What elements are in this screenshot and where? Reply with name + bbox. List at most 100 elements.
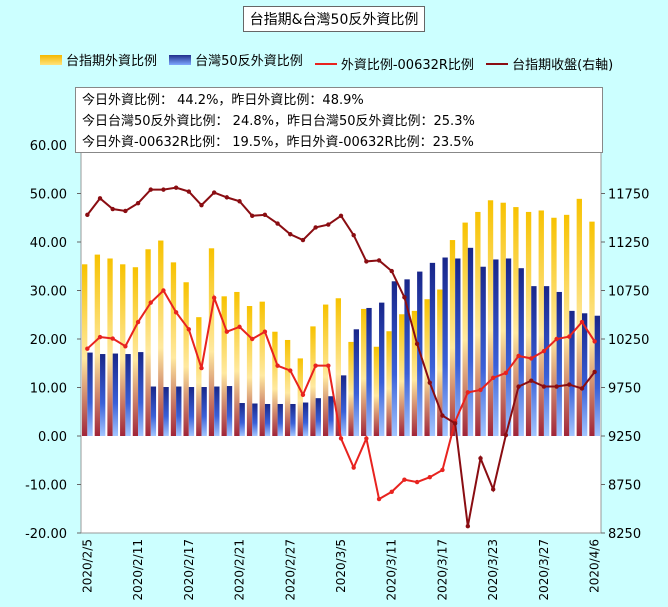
- legend-label-1: 台灣50反外資比例: [195, 54, 303, 69]
- bar-foreign-ratio: [158, 240, 164, 436]
- bar-foreign-ratio: [259, 301, 265, 436]
- bar-foreign-ratio: [208, 248, 215, 436]
- point-foreign-minus-00632r: [351, 465, 356, 470]
- bar-tw50-inverse-ratio: [100, 354, 106, 436]
- point-index-close: [110, 206, 115, 212]
- point-foreign-minus-00632r: [402, 477, 407, 482]
- bar-tw50-inverse-ratio: [87, 352, 93, 436]
- info-box: 今日外資比例： 44.2%，昨日外資比例：48.9% 今日台灣50反外資比例： …: [75, 87, 603, 153]
- bar-foreign-ratio: [107, 258, 113, 436]
- point-foreign-minus-00632r: [300, 392, 306, 397]
- bar-tw50-inverse-ratio: [264, 403, 271, 436]
- point-foreign-minus-00632r: [211, 295, 217, 300]
- bar-tw50-inverse-ratio: [188, 387, 195, 436]
- point-foreign-minus-00632r: [490, 375, 496, 380]
- legend-label-2: 外資比例-00632R比例: [340, 58, 474, 73]
- bar-tw50-inverse-ratio: [429, 262, 436, 436]
- bar-tw50-inverse-ratio: [252, 403, 258, 436]
- point-index-close: [529, 378, 534, 383]
- info-line-0: 今日外資比例： 44.2%，昨日外資比例：48.9%: [82, 93, 364, 108]
- x-tick-label: 2020/4/6: [588, 539, 602, 593]
- point-index-close: [389, 268, 394, 274]
- bar-tw50-inverse-ratio: [467, 247, 474, 436]
- point-foreign-minus-00632r: [592, 339, 597, 344]
- point-foreign-minus-00632r: [414, 479, 420, 485]
- bar-foreign-ratio: [513, 207, 519, 436]
- point-index-close: [465, 524, 471, 529]
- point-foreign-minus-00632r: [326, 363, 331, 368]
- point-foreign-minus-00632r: [85, 346, 90, 351]
- x-tick-label: 2020/2/17: [182, 539, 196, 601]
- bar-foreign-ratio: [94, 254, 101, 436]
- point-foreign-minus-00632r: [161, 288, 166, 293]
- bar-foreign-ratio: [361, 308, 367, 436]
- bar-foreign-ratio: [170, 262, 177, 436]
- bar-tw50-inverse-ratio: [290, 403, 296, 436]
- bar-foreign-ratio: [221, 296, 227, 436]
- bar-foreign-ratio: [310, 326, 316, 436]
- point-index-close: [300, 237, 306, 243]
- x-tick-label: 2020/2/11: [131, 539, 145, 601]
- point-foreign-minus-00632r: [567, 334, 572, 339]
- bar-tw50-inverse-ratio: [125, 354, 131, 436]
- point-index-close: [135, 201, 141, 206]
- left-tick-label: 50.00: [30, 188, 67, 203]
- point-index-close: [313, 225, 318, 230]
- point-foreign-minus-00632r: [135, 319, 141, 325]
- bar-tw50-inverse-ratio: [493, 259, 499, 436]
- point-index-close: [592, 369, 597, 375]
- point-index-close: [452, 421, 458, 426]
- axes-group: 60.00 50.00 40.00 30.00 20.00 10.00 0.00 -10.00…: [25, 139, 649, 601]
- point-index-close: [503, 432, 509, 438]
- bar-foreign-ratio: [297, 358, 303, 436]
- bar-tw50-inverse-ratio: [543, 286, 550, 436]
- bar-tw50-inverse-ratio: [150, 386, 157, 436]
- point-foreign-minus-00632r: [554, 336, 559, 342]
- bar-tw50-inverse-ratio: [341, 375, 347, 436]
- point-index-close: [97, 196, 103, 201]
- point-index-close: [351, 233, 356, 238]
- point-foreign-minus-00632r: [313, 363, 318, 368]
- bar-foreign-ratio: [424, 299, 430, 436]
- point-index-close: [554, 384, 559, 389]
- point-foreign-minus-00632r: [186, 327, 192, 332]
- bar-foreign-ratio: [322, 304, 329, 436]
- bar-tw50-inverse-ratio: [163, 387, 169, 436]
- point-index-close: [211, 190, 217, 195]
- point-index-close: [250, 213, 255, 219]
- point-foreign-minus-00632r: [389, 489, 394, 494]
- bars-group: [82, 198, 600, 436]
- point-index-close: [173, 185, 179, 190]
- point-index-close: [490, 487, 496, 492]
- bar-tw50-inverse-ratio: [556, 291, 562, 436]
- bar-tw50-inverse-ratio: [404, 279, 410, 436]
- bar-foreign-ratio: [335, 298, 341, 436]
- point-index-close: [579, 386, 585, 391]
- point-foreign-minus-00632r: [123, 344, 128, 349]
- point-foreign-minus-00632r: [478, 387, 483, 393]
- legend: 台指期外資比例 台灣50反外資比例 外資比例-00632R比例 台指期收盤(右軸…: [40, 50, 621, 73]
- left-tick-label: 0.00: [38, 430, 67, 445]
- point-index-close: [199, 202, 204, 208]
- bar-tw50-inverse-ratio: [176, 386, 182, 436]
- bar-tw50-inverse-ratio: [531, 286, 537, 436]
- point-foreign-minus-00632r: [199, 365, 204, 371]
- point-foreign-minus-00632r: [516, 353, 521, 359]
- point-foreign-minus-00632r: [288, 368, 293, 373]
- x-tick-label: 2020/2/27: [283, 539, 297, 601]
- right-tick-label: 10250: [608, 333, 649, 348]
- x-tick-label: 2020/3/27: [537, 539, 551, 601]
- left-tick-label: -10.00: [25, 479, 67, 494]
- point-index-close: [516, 384, 521, 389]
- point-foreign-minus-00632r: [465, 390, 471, 395]
- point-foreign-minus-00632r: [275, 363, 280, 368]
- left-tick-label: -20.00: [25, 527, 67, 542]
- bar-foreign-ratio: [462, 222, 468, 436]
- bar-tw50-inverse-ratio: [138, 352, 144, 436]
- bar-foreign-ratio: [196, 317, 202, 436]
- bar-foreign-ratio: [348, 341, 354, 436]
- point-foreign-minus-00632r: [376, 496, 382, 502]
- legend-label-0: 台指期外資比例: [66, 54, 158, 69]
- point-foreign-minus-00632r: [440, 467, 445, 473]
- bar-foreign-ratio: [82, 264, 88, 436]
